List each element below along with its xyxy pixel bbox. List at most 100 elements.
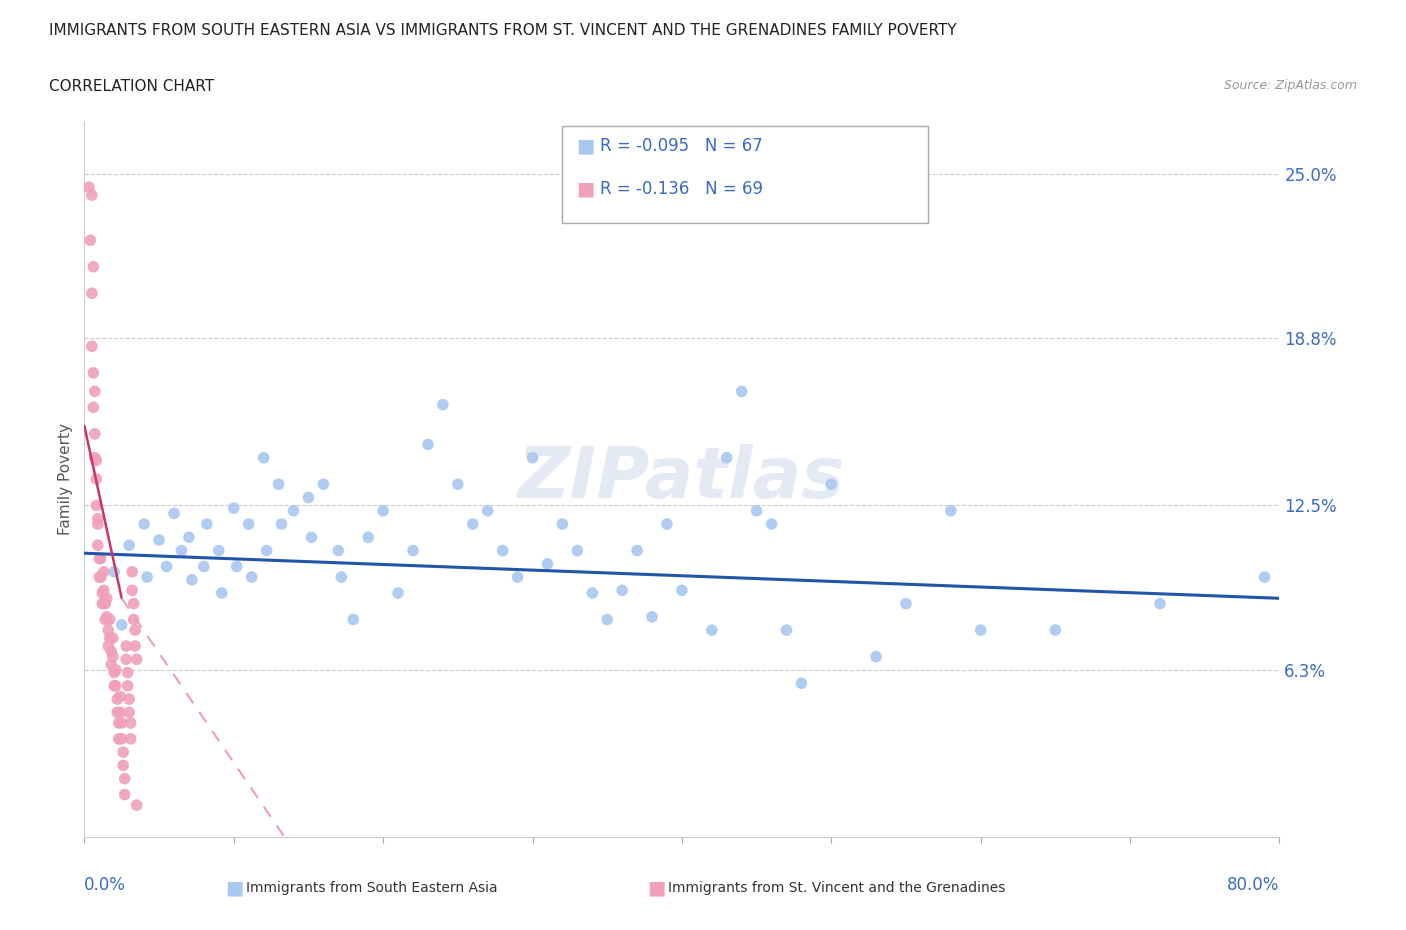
Point: [731, 384, 754, 399]
Text: ■: ■: [576, 179, 595, 198]
Point: [148, 533, 170, 548]
Point: [103, 665, 125, 680]
Y-axis label: Family Poverty: Family Poverty: [58, 423, 73, 535]
Point: [655, 516, 678, 531]
Point: [82, 259, 104, 274]
Point: [238, 516, 260, 531]
Point: [98, 631, 121, 645]
Text: Immigrants from St. Vincent and the Grenadines: Immigrants from St. Vincent and the Gren…: [668, 881, 1005, 896]
Point: [110, 689, 132, 704]
Point: [1045, 623, 1067, 638]
Point: [101, 649, 124, 664]
Point: [105, 692, 128, 707]
Point: [91, 596, 114, 611]
Point: [115, 652, 138, 667]
Point: [105, 705, 128, 720]
Point: [222, 500, 245, 515]
Point: [117, 665, 139, 680]
Point: [267, 477, 290, 492]
Point: [283, 503, 305, 518]
Point: [122, 596, 145, 611]
Point: [86, 453, 108, 468]
Point: [104, 662, 127, 677]
Point: [94, 612, 117, 627]
Point: [301, 530, 323, 545]
Point: [100, 644, 122, 658]
Point: [432, 397, 454, 412]
Point: [181, 572, 204, 587]
Point: [82, 365, 104, 380]
Point: [103, 565, 125, 579]
Point: [93, 565, 115, 579]
Point: [567, 543, 589, 558]
Point: [522, 450, 544, 465]
Point: [89, 551, 111, 566]
Point: [111, 715, 134, 730]
Point: [775, 623, 797, 638]
Point: [87, 512, 110, 526]
Point: [90, 551, 112, 566]
Point: [80, 286, 103, 300]
Point: [96, 609, 118, 624]
Text: Immigrants from South Eastern Asia: Immigrants from South Eastern Asia: [246, 881, 498, 896]
Text: R = -0.095   N = 67: R = -0.095 N = 67: [600, 137, 763, 155]
Point: [240, 570, 263, 585]
Point: [820, 477, 842, 492]
Point: [357, 530, 380, 545]
Point: [114, 771, 136, 786]
Point: [87, 516, 110, 531]
Point: [114, 787, 136, 802]
Point: [641, 609, 664, 624]
Point: [155, 559, 177, 574]
Text: Source: ZipAtlas.com: Source: ZipAtlas.com: [1223, 79, 1357, 92]
Point: [700, 623, 723, 638]
Point: [121, 565, 143, 579]
Point: [110, 705, 132, 720]
Point: [387, 586, 409, 601]
Point: [125, 652, 148, 667]
Point: [112, 758, 135, 773]
Point: [118, 692, 141, 707]
Point: [745, 503, 768, 518]
Point: [94, 596, 117, 611]
Point: [117, 678, 139, 693]
Point: [716, 450, 738, 465]
Point: [328, 543, 350, 558]
Point: [193, 559, 215, 574]
Point: [163, 506, 186, 521]
Point: [90, 570, 112, 585]
Point: [132, 516, 156, 531]
Point: [177, 530, 200, 545]
Text: R = -0.136   N = 69: R = -0.136 N = 69: [600, 179, 763, 198]
Point: [373, 503, 395, 518]
Point: [98, 612, 121, 627]
Point: [1149, 596, 1171, 611]
Point: [461, 516, 484, 531]
Point: [256, 543, 278, 558]
Point: [80, 339, 103, 353]
Point: [342, 612, 364, 627]
Point: [89, 570, 111, 585]
Point: [87, 538, 110, 552]
Point: [121, 583, 143, 598]
Text: ■: ■: [576, 137, 595, 155]
Point: [195, 516, 218, 531]
Point: [939, 503, 962, 518]
Point: [402, 543, 425, 558]
Point: [83, 427, 105, 442]
Point: [312, 477, 335, 492]
Point: [612, 583, 634, 598]
Point: [671, 583, 693, 598]
Point: [103, 678, 125, 693]
Point: [581, 586, 603, 601]
Point: [1253, 570, 1275, 585]
Point: [80, 188, 103, 203]
Point: [297, 490, 319, 505]
Point: [211, 586, 233, 601]
Point: [330, 570, 353, 585]
Point: [225, 559, 247, 574]
Point: [107, 731, 129, 746]
Point: [111, 618, 134, 632]
Point: [506, 570, 529, 585]
Text: CORRELATION CHART: CORRELATION CHART: [49, 79, 214, 94]
